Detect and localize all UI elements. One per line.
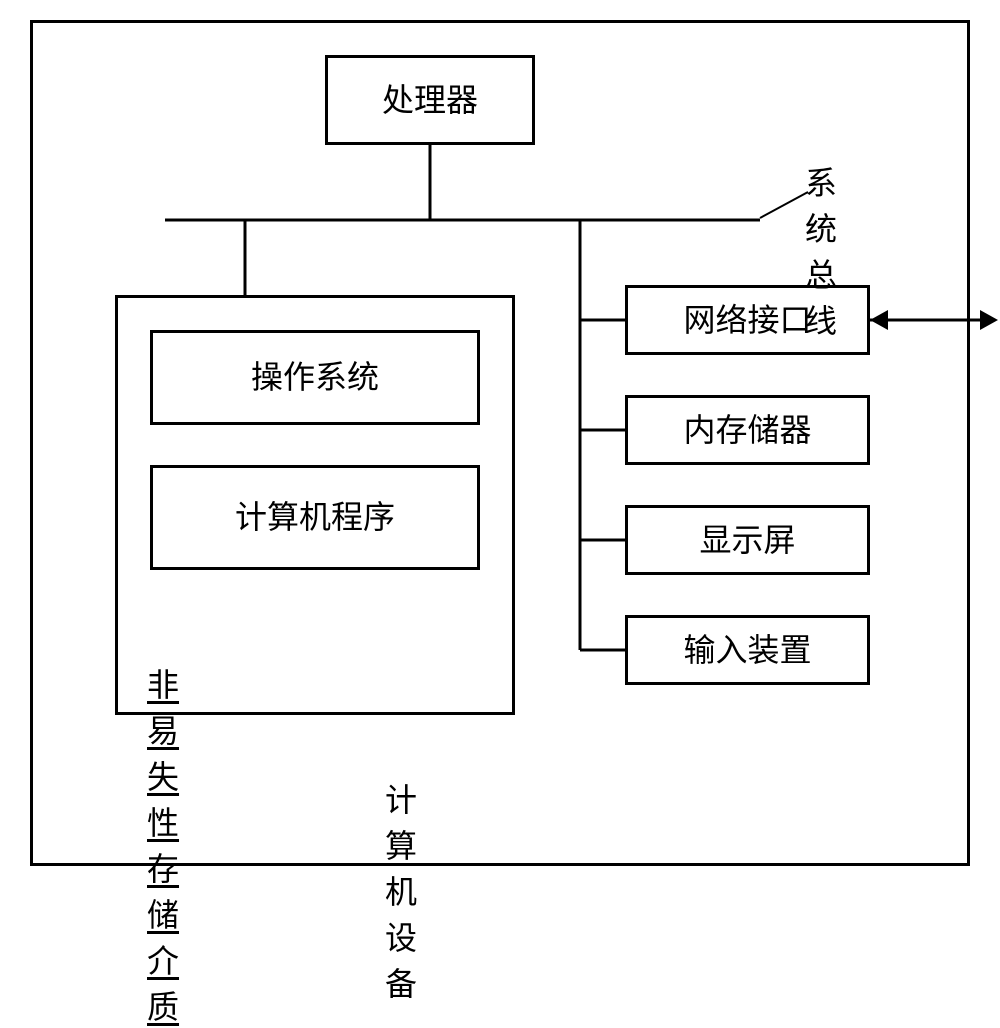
display-box: 显示屏 <box>625 505 870 575</box>
storage-label: 非易失性存储介质 <box>147 660 179 1028</box>
memory-label: 内存储器 <box>683 411 811 449</box>
device-label: 计算机设备 <box>385 775 417 1005</box>
os-label: 操作系统 <box>251 358 379 396</box>
network-interface-label: 网络接口 <box>683 301 811 339</box>
memory-box: 内存储器 <box>625 395 870 465</box>
device-label-text: 计算机设备 <box>385 782 417 1002</box>
processor-label: 处理器 <box>382 81 478 119</box>
program-label: 计算机程序 <box>235 498 395 536</box>
input-device-box: 输入装置 <box>625 615 870 685</box>
storage-label-text: 非易失性存储介质 <box>147 667 179 1025</box>
processor-box: 处理器 <box>325 55 535 145</box>
input-device-label: 输入装置 <box>683 631 811 669</box>
bus-label-text: 系统总线 <box>805 165 837 339</box>
bus-label: 系统总线 <box>805 158 837 342</box>
program-box: 计算机程序 <box>150 465 480 570</box>
display-label: 显示屏 <box>699 521 795 559</box>
os-box: 操作系统 <box>150 330 480 425</box>
